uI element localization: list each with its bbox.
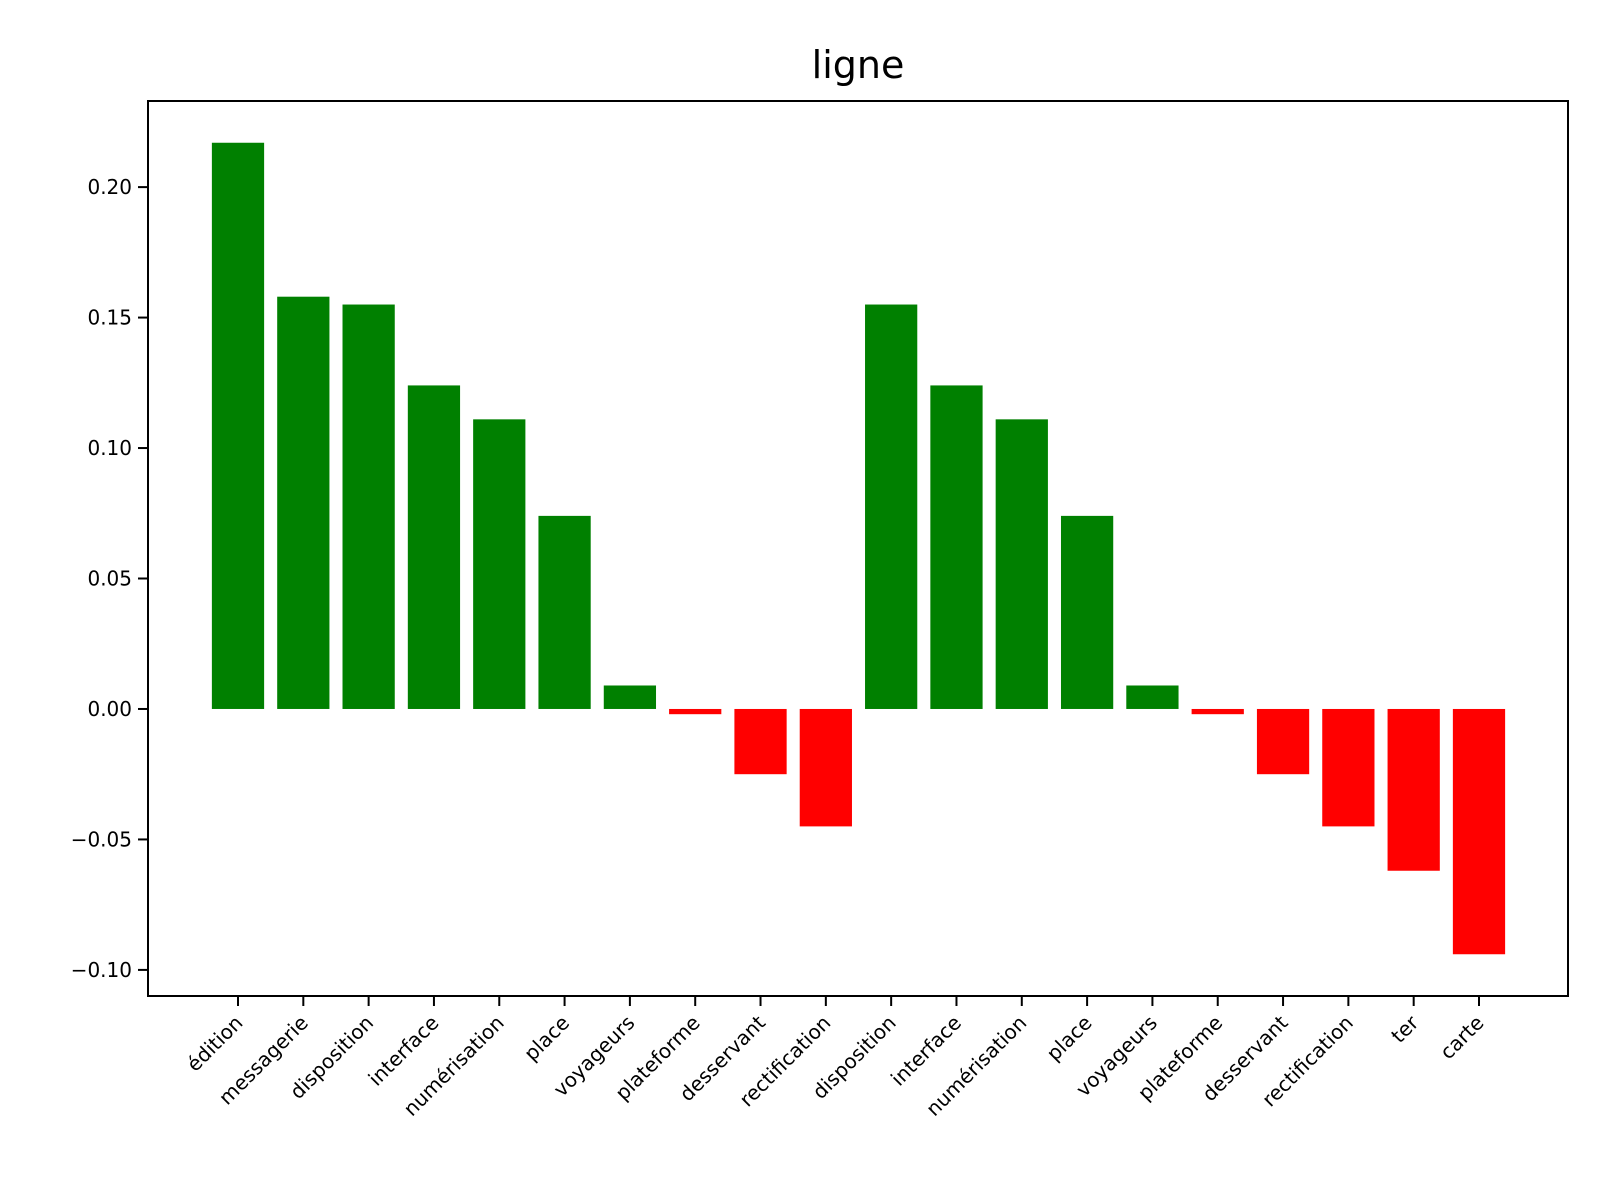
bars-group xyxy=(211,142,1506,955)
bar-17 xyxy=(1322,708,1375,827)
bar-12 xyxy=(995,419,1048,709)
y-tick-label-4: 0.10 xyxy=(87,436,132,460)
bar-6 xyxy=(603,685,657,709)
bar-8 xyxy=(734,708,787,775)
bar-4 xyxy=(473,419,526,709)
bar-10 xyxy=(865,304,918,709)
bar-18 xyxy=(1387,708,1440,871)
bar-15 xyxy=(1191,708,1244,715)
bar-16 xyxy=(1256,708,1310,775)
y-tick-label-1: −0.05 xyxy=(71,827,132,851)
bar-5 xyxy=(538,515,591,709)
bar-7 xyxy=(669,708,722,715)
bar-1 xyxy=(277,296,330,709)
bar-3 xyxy=(407,385,461,709)
bar-2 xyxy=(342,304,395,709)
y-axis: −0.10 −0.05 0.00 0.05 0.10 0.15 0.20 xyxy=(71,175,148,982)
bar-11 xyxy=(930,385,983,709)
y-tick-label-3: 0.05 xyxy=(87,567,132,591)
chart-title: ligne xyxy=(812,43,905,87)
y-tick-label-6: 0.20 xyxy=(87,175,132,199)
y-tick-label-5: 0.15 xyxy=(87,306,132,330)
bar-0 xyxy=(211,142,265,709)
bar-14 xyxy=(1126,685,1179,709)
bar-13 xyxy=(1060,515,1114,709)
bar-19 xyxy=(1452,708,1506,955)
y-tick-label-2: 0.00 xyxy=(87,697,132,721)
bar-9 xyxy=(799,708,852,827)
plot-frame xyxy=(147,100,1569,997)
y-tick-label-0: −0.10 xyxy=(71,958,132,982)
